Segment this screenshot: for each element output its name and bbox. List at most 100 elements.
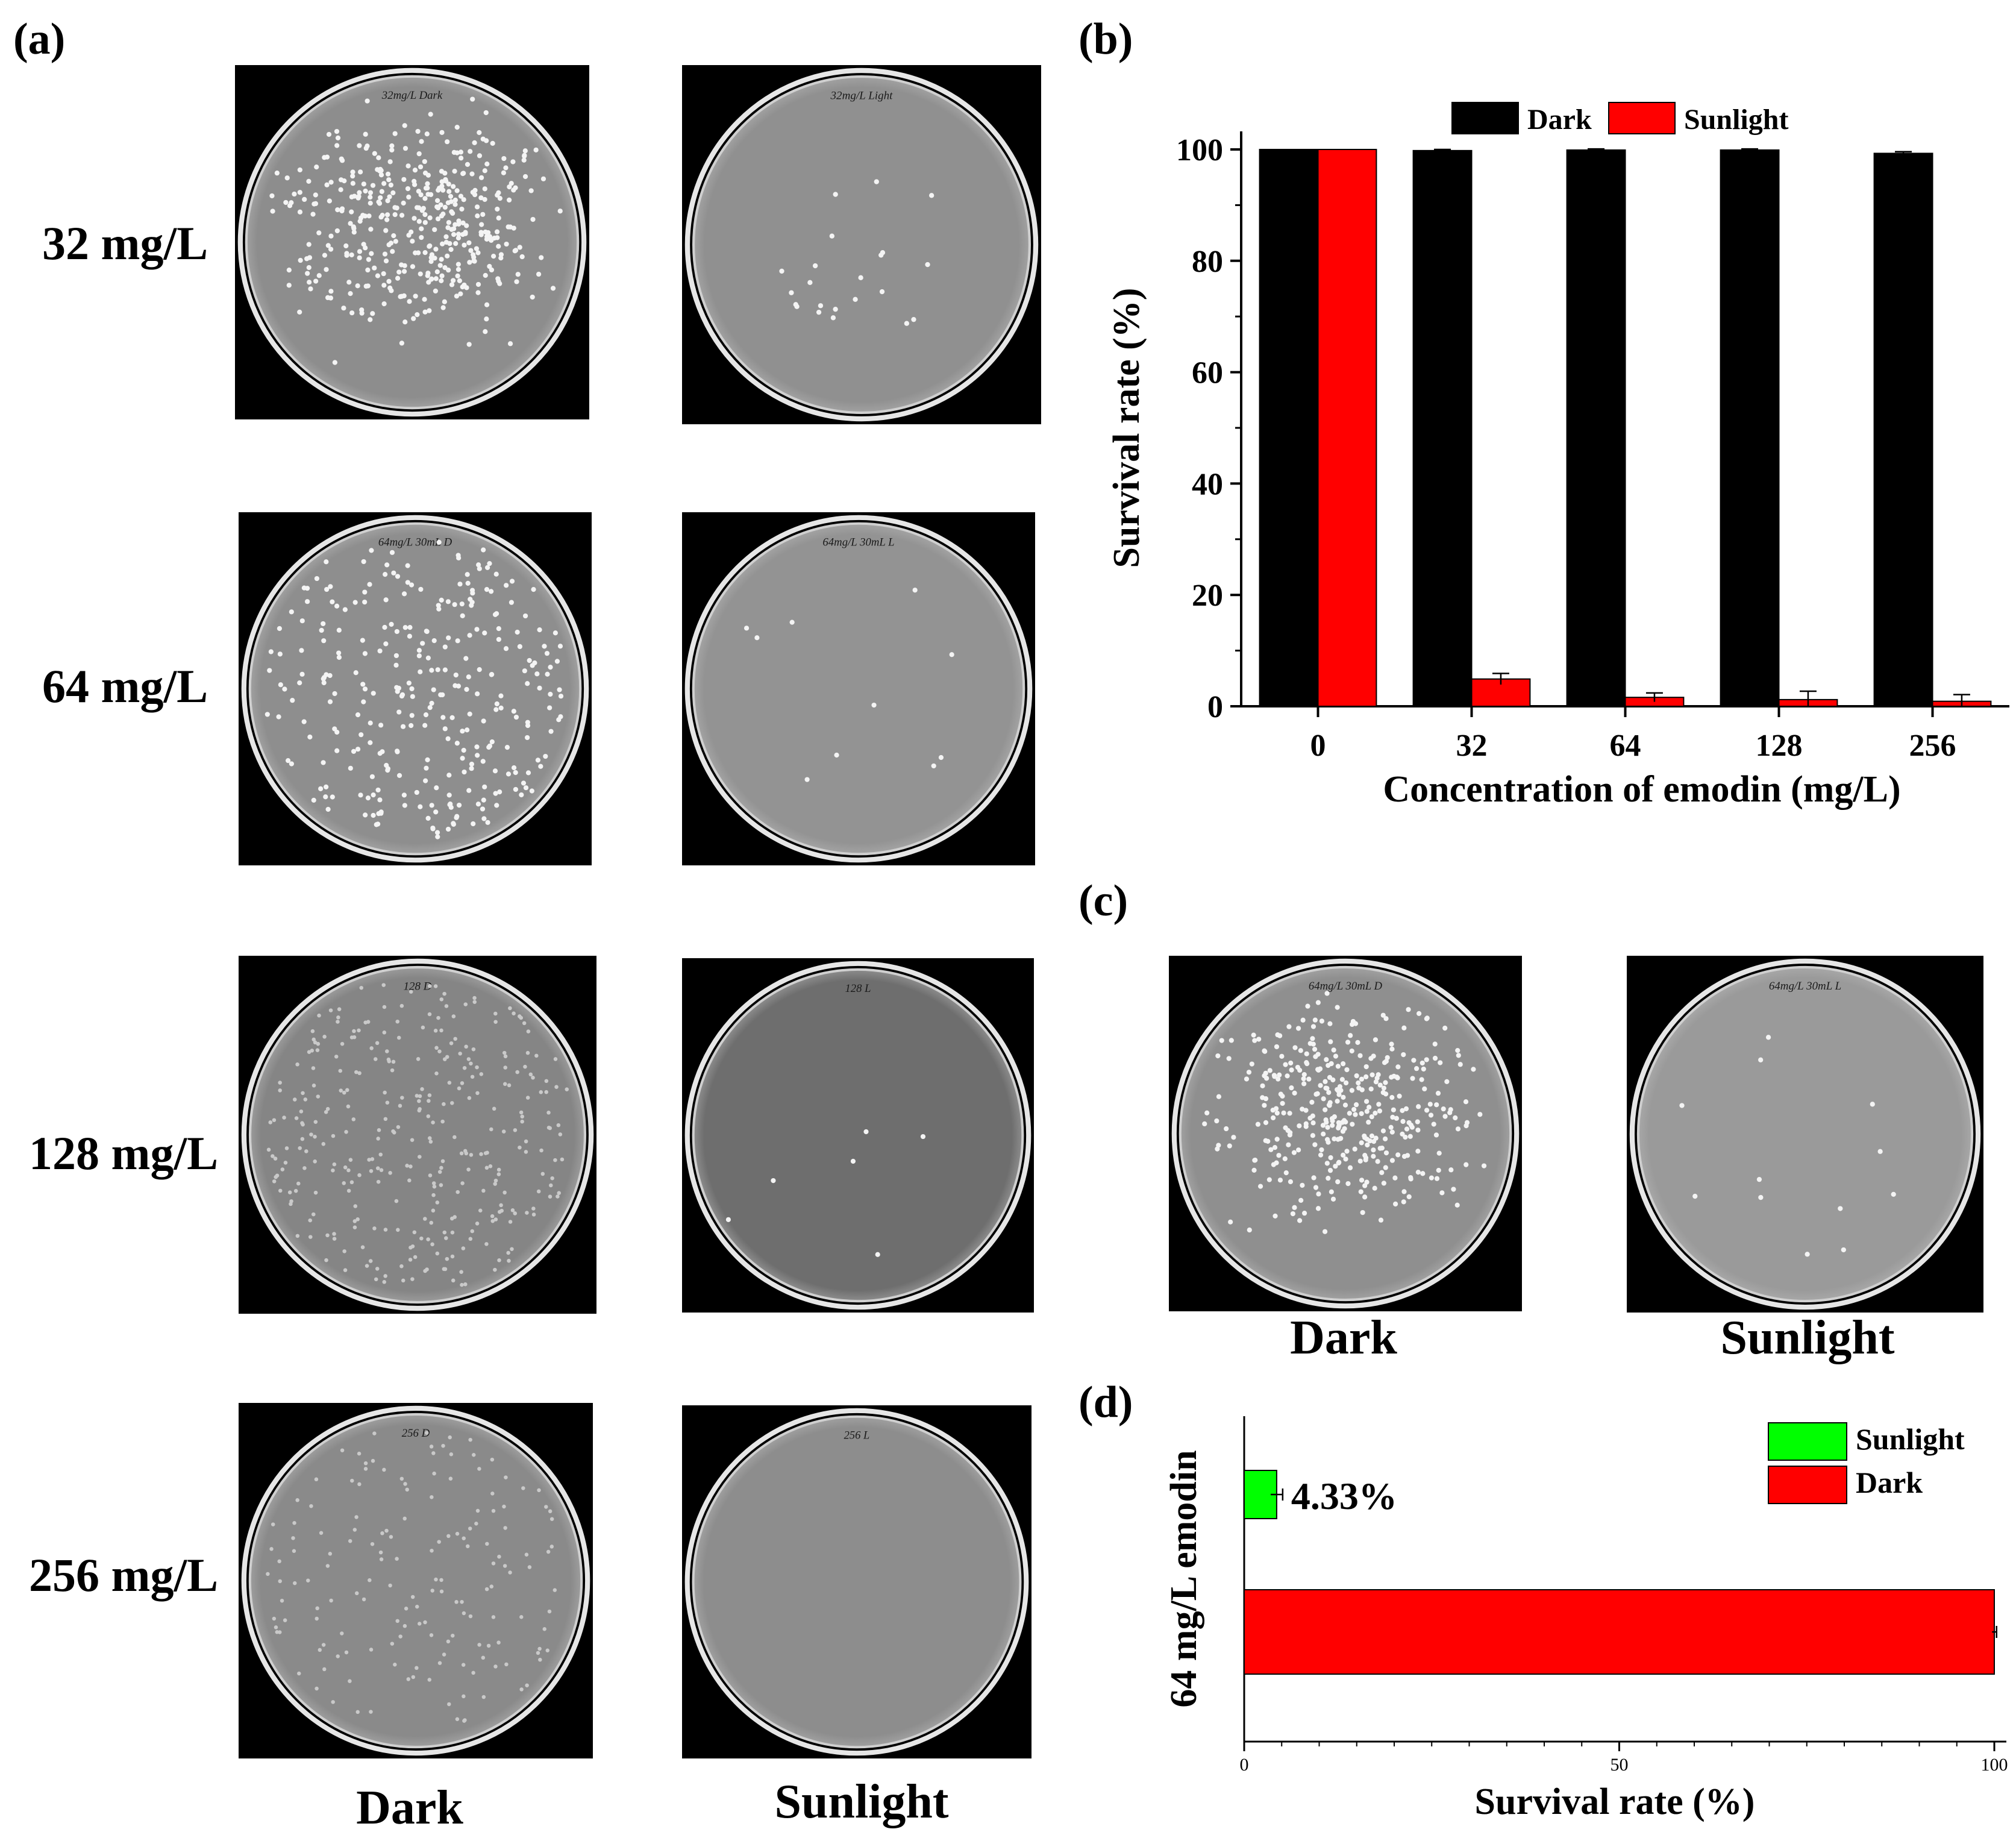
- colony: [482, 784, 487, 789]
- colony: [1381, 1085, 1386, 1091]
- colony: [352, 1528, 357, 1532]
- colony: [409, 582, 415, 588]
- colony: [416, 205, 422, 210]
- colony: [327, 699, 333, 704]
- colony: [469, 766, 474, 771]
- colony: [329, 1598, 333, 1603]
- colony: [525, 1683, 529, 1687]
- colony: [416, 250, 421, 256]
- colony: [468, 597, 473, 602]
- colony: [277, 1559, 281, 1564]
- colony: [482, 186, 487, 192]
- colony: [1383, 1150, 1389, 1156]
- colony: [483, 1151, 488, 1155]
- colony: [451, 1633, 455, 1638]
- colony: [314, 164, 319, 170]
- colony: [1274, 1110, 1280, 1116]
- colony: [490, 1457, 495, 1462]
- colony: [325, 1233, 330, 1238]
- colony: [484, 161, 490, 167]
- colony: [349, 1180, 354, 1185]
- colony: [399, 1003, 404, 1008]
- colony: [834, 752, 839, 758]
- colony: [421, 205, 426, 211]
- colony: [344, 251, 349, 256]
- plate-rim: [684, 67, 1039, 422]
- colony: [377, 797, 383, 803]
- colony: [435, 216, 441, 222]
- colony: [536, 1189, 541, 1194]
- colony: [1341, 1152, 1346, 1158]
- colony: [1268, 1147, 1274, 1152]
- colony: [354, 1070, 358, 1074]
- colony: [283, 1161, 288, 1165]
- colony: [502, 1082, 507, 1087]
- colony: [390, 249, 395, 254]
- colony: [402, 319, 408, 325]
- colony: [372, 1431, 377, 1435]
- plate-a-256-sunlight: 256 L: [682, 1405, 1031, 1758]
- colony: [406, 194, 412, 200]
- colony: [292, 191, 297, 197]
- colony: [807, 280, 813, 285]
- colony: [431, 638, 437, 644]
- colony: [365, 267, 371, 273]
- colony: [409, 1164, 413, 1168]
- colony: [448, 199, 454, 204]
- colony: [1371, 1053, 1376, 1059]
- colony: [513, 1211, 518, 1215]
- colony: [380, 749, 385, 754]
- x-tick-label: 256: [1909, 729, 1956, 763]
- colony: [499, 1208, 504, 1213]
- colony: [510, 1208, 515, 1212]
- colony: [365, 98, 370, 104]
- colony: [1315, 1067, 1321, 1072]
- colony: [495, 235, 500, 240]
- colony: [478, 175, 484, 180]
- colony: [1224, 1126, 1229, 1132]
- plate-rim: [684, 515, 1033, 863]
- colony: [519, 1614, 524, 1619]
- colony: [433, 1028, 438, 1033]
- colony: [540, 176, 546, 181]
- colony: [472, 996, 477, 1000]
- colony: [418, 1155, 422, 1159]
- colony: [1416, 1104, 1421, 1109]
- colony: [271, 1154, 275, 1158]
- colony: [1401, 1052, 1406, 1058]
- colony: [325, 295, 331, 301]
- colony: [1307, 1041, 1313, 1046]
- colony: [453, 1037, 457, 1041]
- colony: [445, 225, 451, 230]
- colony: [290, 698, 295, 703]
- colony: [401, 293, 407, 299]
- plate-agar: [692, 522, 1025, 856]
- colony: [454, 1600, 459, 1604]
- colony: [369, 251, 374, 256]
- colony: [375, 273, 381, 278]
- colony: [522, 1021, 527, 1026]
- colony: [474, 204, 480, 210]
- colony: [497, 196, 502, 201]
- colony: [543, 753, 548, 759]
- colony: [460, 231, 466, 237]
- colony: [1432, 1041, 1438, 1047]
- colony: [382, 1030, 387, 1035]
- plate-agar: [692, 1415, 1022, 1749]
- colony: [1392, 1201, 1398, 1207]
- colony: [321, 680, 327, 686]
- colony: [466, 1544, 470, 1549]
- colony: [389, 1535, 393, 1539]
- colony: [501, 170, 506, 175]
- y-category-label: 64 mg/L emodin: [1163, 1450, 1204, 1707]
- colony: [381, 283, 387, 288]
- colony: [1415, 1119, 1420, 1125]
- colony: [480, 806, 486, 812]
- colony: [376, 1137, 380, 1141]
- colony: [379, 1168, 384, 1172]
- colony: [410, 239, 415, 244]
- colony: [382, 1279, 387, 1284]
- colony: [348, 1158, 353, 1162]
- colony: [368, 317, 373, 322]
- colony: [450, 278, 456, 283]
